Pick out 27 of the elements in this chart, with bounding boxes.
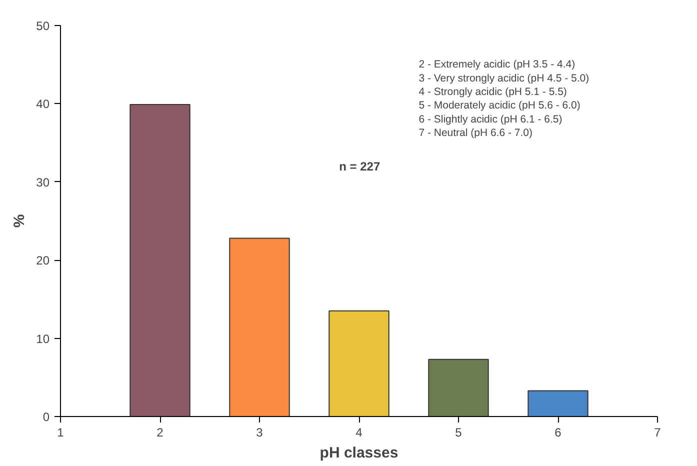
x-tick-label: 3: [256, 426, 264, 440]
annotation: 5 - Moderately acidic (pH 5.6 - 6.0): [418, 100, 580, 112]
y-tick-label: 10: [36, 332, 50, 346]
x-tick-label: 6: [554, 426, 562, 440]
x-tick-label: 2: [156, 426, 164, 440]
annotation: 7 - Neutral (pH 6.6 - 7.0): [418, 127, 532, 140]
y-tick-label: 30: [36, 175, 50, 190]
x-tick-label: 1: [57, 426, 64, 440]
bar: [130, 104, 190, 416]
annotation: 4 - Strongly acidic (pH 5.1 - 5.5): [418, 86, 567, 98]
annotation: 6 - Slightly acidic (pH 6.1 - 6.5): [418, 113, 562, 126]
bar: [229, 238, 290, 416]
annotation: 2 - Extremely acidic (pH 3.5 - 4.4): [418, 58, 576, 71]
annotation: n = 227: [339, 159, 380, 174]
bar: [328, 310, 390, 416]
bar: [428, 358, 489, 416]
y-axis-title: %: [11, 214, 28, 228]
y-tick-label: 20: [36, 254, 50, 268]
x-tick-label: 7: [654, 426, 662, 440]
x-axis-title: pH classes: [320, 444, 398, 462]
annotation: 3 - Very strongly acidic (pH 4.5 - 5.0): [418, 72, 590, 84]
x-tick-label: 5: [455, 426, 462, 440]
x-tick-label: 4: [356, 426, 363, 440]
bar: [528, 390, 588, 416]
y-tick-label: 50: [36, 19, 50, 33]
y-tick-label: 40: [36, 97, 50, 112]
y-tick-label: 0: [42, 410, 50, 424]
